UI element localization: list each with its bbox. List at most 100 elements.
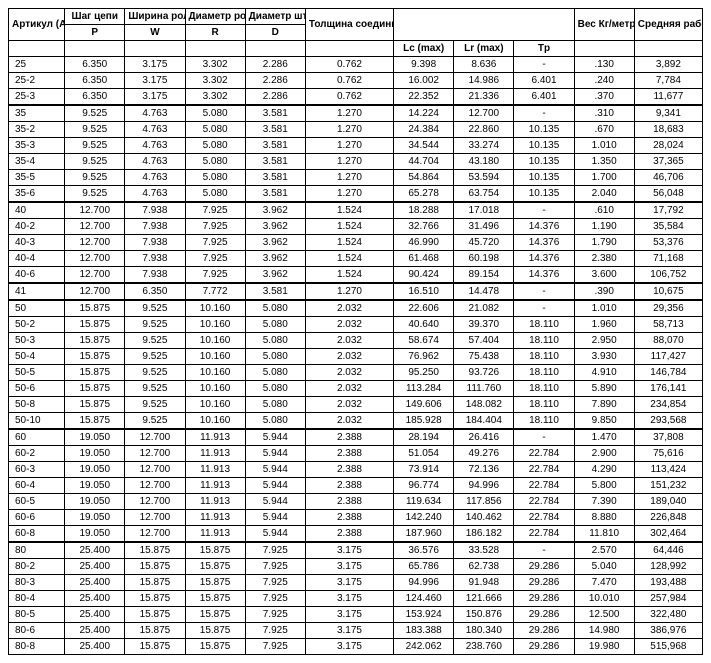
cell-value: 19.050 [65,510,125,526]
table-row: 35-49.5254.7635.0803.5811.27044.70443.18… [9,154,703,170]
cell-value: 22.784 [514,478,574,494]
cell-value: 6.350 [65,89,125,106]
cell-value: 5.080 [245,349,305,365]
cell-value: 31.496 [454,219,514,235]
cell-value: 9.525 [65,186,125,203]
cell-value: 94.996 [394,575,454,591]
cell-value: - [514,283,574,300]
cell-value: 1.270 [305,154,393,170]
cell-value: 35,584 [634,219,702,235]
cell-value: 14.224 [394,105,454,122]
cell-value: 124.460 [394,591,454,607]
cell-value: 11.913 [185,526,245,543]
cell-value: 22.606 [394,300,454,317]
cell-article: 60-2 [9,446,65,462]
cell-value: 17,792 [634,202,702,219]
cell-value: 29.286 [514,575,574,591]
cell-value: 2.388 [305,526,393,543]
cell-article: 40 [9,202,65,219]
table-row: 80-525.40015.87515.8757.9253.175153.9241… [9,607,703,623]
cell-value: 2.032 [305,397,393,413]
cell-value: 10.160 [185,365,245,381]
cell-value: 2.032 [305,300,393,317]
cell-value: 189,040 [634,494,702,510]
cell-article: 50-4 [9,349,65,365]
cell-value: 3.175 [305,639,393,655]
cell-value: 12.700 [65,267,125,284]
cell-value: 25.400 [65,575,125,591]
cell-value: 28.194 [394,429,454,446]
cell-value: 11.913 [185,478,245,494]
cell-value: 64,446 [634,542,702,559]
cell-value: 37,808 [634,429,702,446]
table-row: 25-26.3503.1753.3022.2860.76216.00214.98… [9,73,703,89]
cell-value: 140.462 [454,510,514,526]
cell-value: 3.962 [245,251,305,267]
cell-value: .670 [574,122,634,138]
cell-value: 10.135 [514,186,574,203]
table-row: 60-219.05012.70011.9135.9442.38851.05449… [9,446,703,462]
cell-value: 106,752 [634,267,702,284]
cell-value: 6.401 [514,73,574,89]
cell-value: 11.913 [185,446,245,462]
cell-value: 113,424 [634,462,702,478]
cell-value: 16.002 [394,73,454,89]
cell-value: 4.763 [125,122,185,138]
cell-value: 10.160 [185,349,245,365]
cell-value: 18.110 [514,349,574,365]
hdr-weight: Вес Кг/метр [574,9,634,41]
cell-value: 9.850 [574,413,634,430]
cell-value: 29.286 [514,623,574,639]
cell-value: 22.784 [514,510,574,526]
cell-value: 1.010 [574,138,634,154]
cell-value: 193,488 [634,575,702,591]
cell-value: 15.875 [125,559,185,575]
cell-value: 5.080 [245,317,305,333]
cell-value: 12.700 [125,510,185,526]
cell-value: 63.754 [454,186,514,203]
cell-value: 111.760 [454,381,514,397]
table-row: 40-612.7007.9387.9253.9621.52490.42489.1… [9,267,703,284]
cell-value: 10.135 [514,154,574,170]
cell-value: 12.700 [125,446,185,462]
cell-article: 80 [9,542,65,559]
cell-value: 3.581 [245,170,305,186]
cell-value: 1.010 [574,300,634,317]
cell-value: 75.438 [454,349,514,365]
cell-value: 1.270 [305,138,393,154]
cell-value: 3.175 [125,57,185,73]
hdr-blank [65,41,125,57]
cell-value: 11.913 [185,462,245,478]
cell-value: 0.762 [305,89,393,106]
cell-value: 44.704 [394,154,454,170]
cell-value: 5.080 [185,170,245,186]
cell-value: .390 [574,283,634,300]
cell-value: 4.290 [574,462,634,478]
cell-article: 80-2 [9,559,65,575]
table-row: 60-419.05012.70011.9135.9442.38896.77494… [9,478,703,494]
cell-article: 60-4 [9,478,65,494]
cell-value: 58.674 [394,333,454,349]
cell-article: 35 [9,105,65,122]
cell-value: 3.302 [185,57,245,73]
hdr-roller-dia: Диаметр ролика [185,9,245,25]
hdr-r: R [185,25,245,41]
cell-value: 185.928 [394,413,454,430]
cell-value: 3.175 [305,559,393,575]
cell-value: .610 [574,202,634,219]
cell-value: 7.925 [185,202,245,219]
table-row: 5015.8759.52510.1605.0802.03222.60621.08… [9,300,703,317]
table-row: 256.3503.1753.3022.2860.7629.3988.636-.1… [9,57,703,73]
table-row: 50-415.8759.52510.1605.0802.03276.96275.… [9,349,703,365]
cell-value: 3.581 [245,283,305,300]
table-row: 80-325.40015.87515.8757.9253.17594.99691… [9,575,703,591]
cell-value: 0.762 [305,57,393,73]
cell-article: 60-6 [9,510,65,526]
cell-value: 3.175 [305,575,393,591]
cell-value: 1.270 [305,122,393,138]
hdr-blank [125,41,185,57]
cell-value: 3.175 [125,89,185,106]
hdr-blank [574,41,634,57]
cell-value: 257,984 [634,591,702,607]
cell-value: 9.525 [65,138,125,154]
